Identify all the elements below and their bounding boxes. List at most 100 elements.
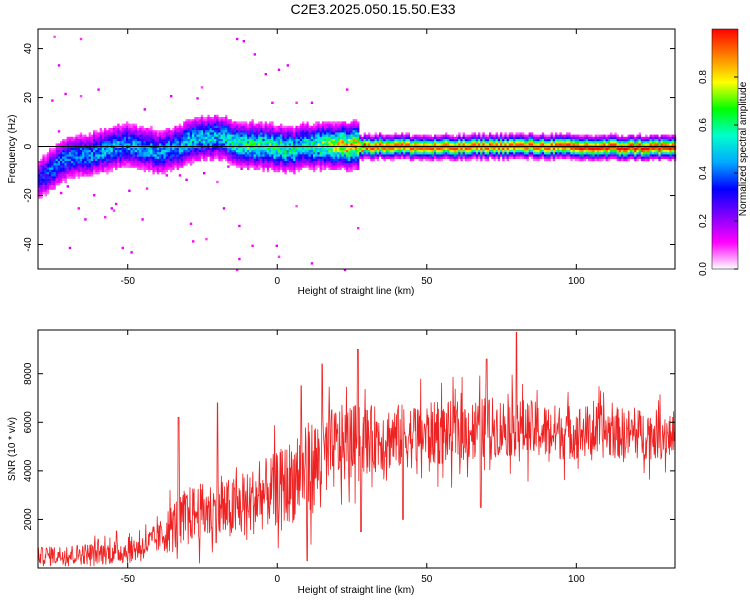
heatmap-cell: [335, 125, 338, 129]
heatmap-cell: [515, 139, 518, 142]
heatmap-cell: [247, 161, 250, 164]
heatmap-cell: [275, 165, 278, 168]
heatmap-cell: [607, 139, 611, 142]
heatmap-cell: [277, 134, 281, 137]
heatmap-cell: [187, 134, 190, 137]
heatmap-cell: [46, 174, 50, 177]
heatmap-cell: [315, 152, 318, 155]
heatmap-cell: [559, 141, 562, 144]
heatmap-cell: [112, 136, 116, 140]
heatmap-cell: [480, 134, 483, 137]
heatmap-cell: [242, 161, 245, 164]
heatmap-cell: [555, 136, 558, 140]
heatmap-cell: [302, 161, 305, 164]
heatmap-cell: [66, 152, 69, 155]
heatmap-cell: [110, 161, 113, 164]
heatmap-cell: [277, 132, 281, 135]
heatmap-cell: [233, 130, 237, 133]
heatmap-cell: [588, 147, 591, 151]
heatmap-cell: [306, 130, 309, 133]
heatmap-cell: [295, 150, 298, 153]
heatmap-cell: [566, 134, 569, 137]
heatmap-cell: [574, 134, 578, 137]
heatmap-cell: [288, 143, 292, 146]
heatmap-cell: [658, 152, 661, 155]
heatmap-cell: [251, 125, 254, 129]
heatmap-cell: [44, 191, 47, 195]
heatmap-cell: [583, 136, 586, 140]
heatmap-cell: [249, 132, 252, 135]
heatmap-cell: [207, 150, 210, 153]
heatmap-cell: [154, 156, 157, 159]
heatmap-cell: [330, 158, 333, 162]
heatmap-cell: [348, 167, 351, 170]
heatmap-cell: [170, 163, 173, 166]
heatmap-cell: [654, 152, 657, 155]
heatmap-cell: [442, 143, 446, 146]
heatmap-cell: [453, 150, 457, 153]
heatmap-cell: [297, 158, 300, 162]
heatmap-cell: [126, 150, 129, 153]
heatmap-cell: [649, 134, 652, 137]
heatmap-cell: [194, 152, 197, 155]
heatmap-cell: [511, 134, 514, 137]
heatmap-cell: [669, 134, 672, 137]
heatmap-cell: [544, 154, 547, 157]
heatmap-cell: [247, 152, 250, 155]
heatmap-cell: [258, 161, 261, 164]
heatmap-cell: [139, 165, 142, 168]
heatmap-cell: [451, 139, 454, 142]
heatmap-cell: [238, 121, 241, 124]
heatmap-cell: [203, 121, 206, 124]
heatmap-cell: [601, 143, 604, 146]
heatmap-cell: [665, 156, 668, 159]
heatmap-cell: [273, 136, 276, 140]
heatmap-cell: [112, 132, 116, 135]
heatmap-cell: [211, 134, 215, 137]
heatmap-cell: [304, 123, 307, 126]
heatmap-cell: [383, 147, 386, 151]
heatmap-cell: [643, 143, 646, 146]
heatmap-cell: [255, 150, 259, 153]
heatmap-cell: [255, 154, 259, 157]
heatmap-cell: [260, 141, 263, 144]
heatmap-cell: [374, 141, 377, 144]
heatmap-cell: [511, 152, 514, 155]
heatmap-cell: [368, 139, 371, 142]
heatmap-cell: [387, 139, 391, 142]
heatmap-cell: [132, 143, 135, 146]
heatmap-cell: [82, 143, 85, 146]
heatmap-cell: [504, 134, 507, 137]
heatmap-cell: [581, 143, 584, 146]
heatmap-cell: [537, 143, 540, 146]
heatmap-cell: [423, 150, 426, 153]
heatmap-cell: [535, 134, 538, 137]
heatmap-cell: [137, 154, 140, 157]
heatmap-cell: [44, 176, 47, 179]
heatmap-cell: [295, 163, 298, 166]
heatmap-cell: [53, 172, 56, 175]
heatmap-cell: [647, 150, 650, 153]
heatmap-cell: [101, 156, 105, 159]
heatmap-cell: [497, 143, 501, 146]
heatmap-cell: [293, 156, 296, 159]
heatmap-cell: [590, 154, 593, 157]
heatmap-cell: [429, 143, 432, 146]
heatmap-cell: [557, 143, 560, 146]
heatmap-cell: [82, 165, 85, 168]
heatmap-cell: [317, 132, 320, 135]
heatmap-cell: [315, 156, 318, 159]
heatmap-cell: [205, 152, 208, 155]
heatmap-cell: [64, 139, 67, 142]
heatmap-cell: [321, 134, 325, 137]
heatmap-cell: [73, 139, 76, 142]
heatmap-cell: [343, 123, 347, 126]
heatmap-cell: [174, 125, 177, 129]
heatmap-cell: [324, 158, 327, 162]
heatmap-cell: [478, 136, 481, 140]
heatmap-cell: [266, 152, 270, 155]
heatmap-cell: [119, 132, 122, 135]
heatmap-cell: [326, 143, 329, 146]
heatmap-cell: [423, 154, 426, 157]
heatmap-cell: [205, 156, 208, 159]
